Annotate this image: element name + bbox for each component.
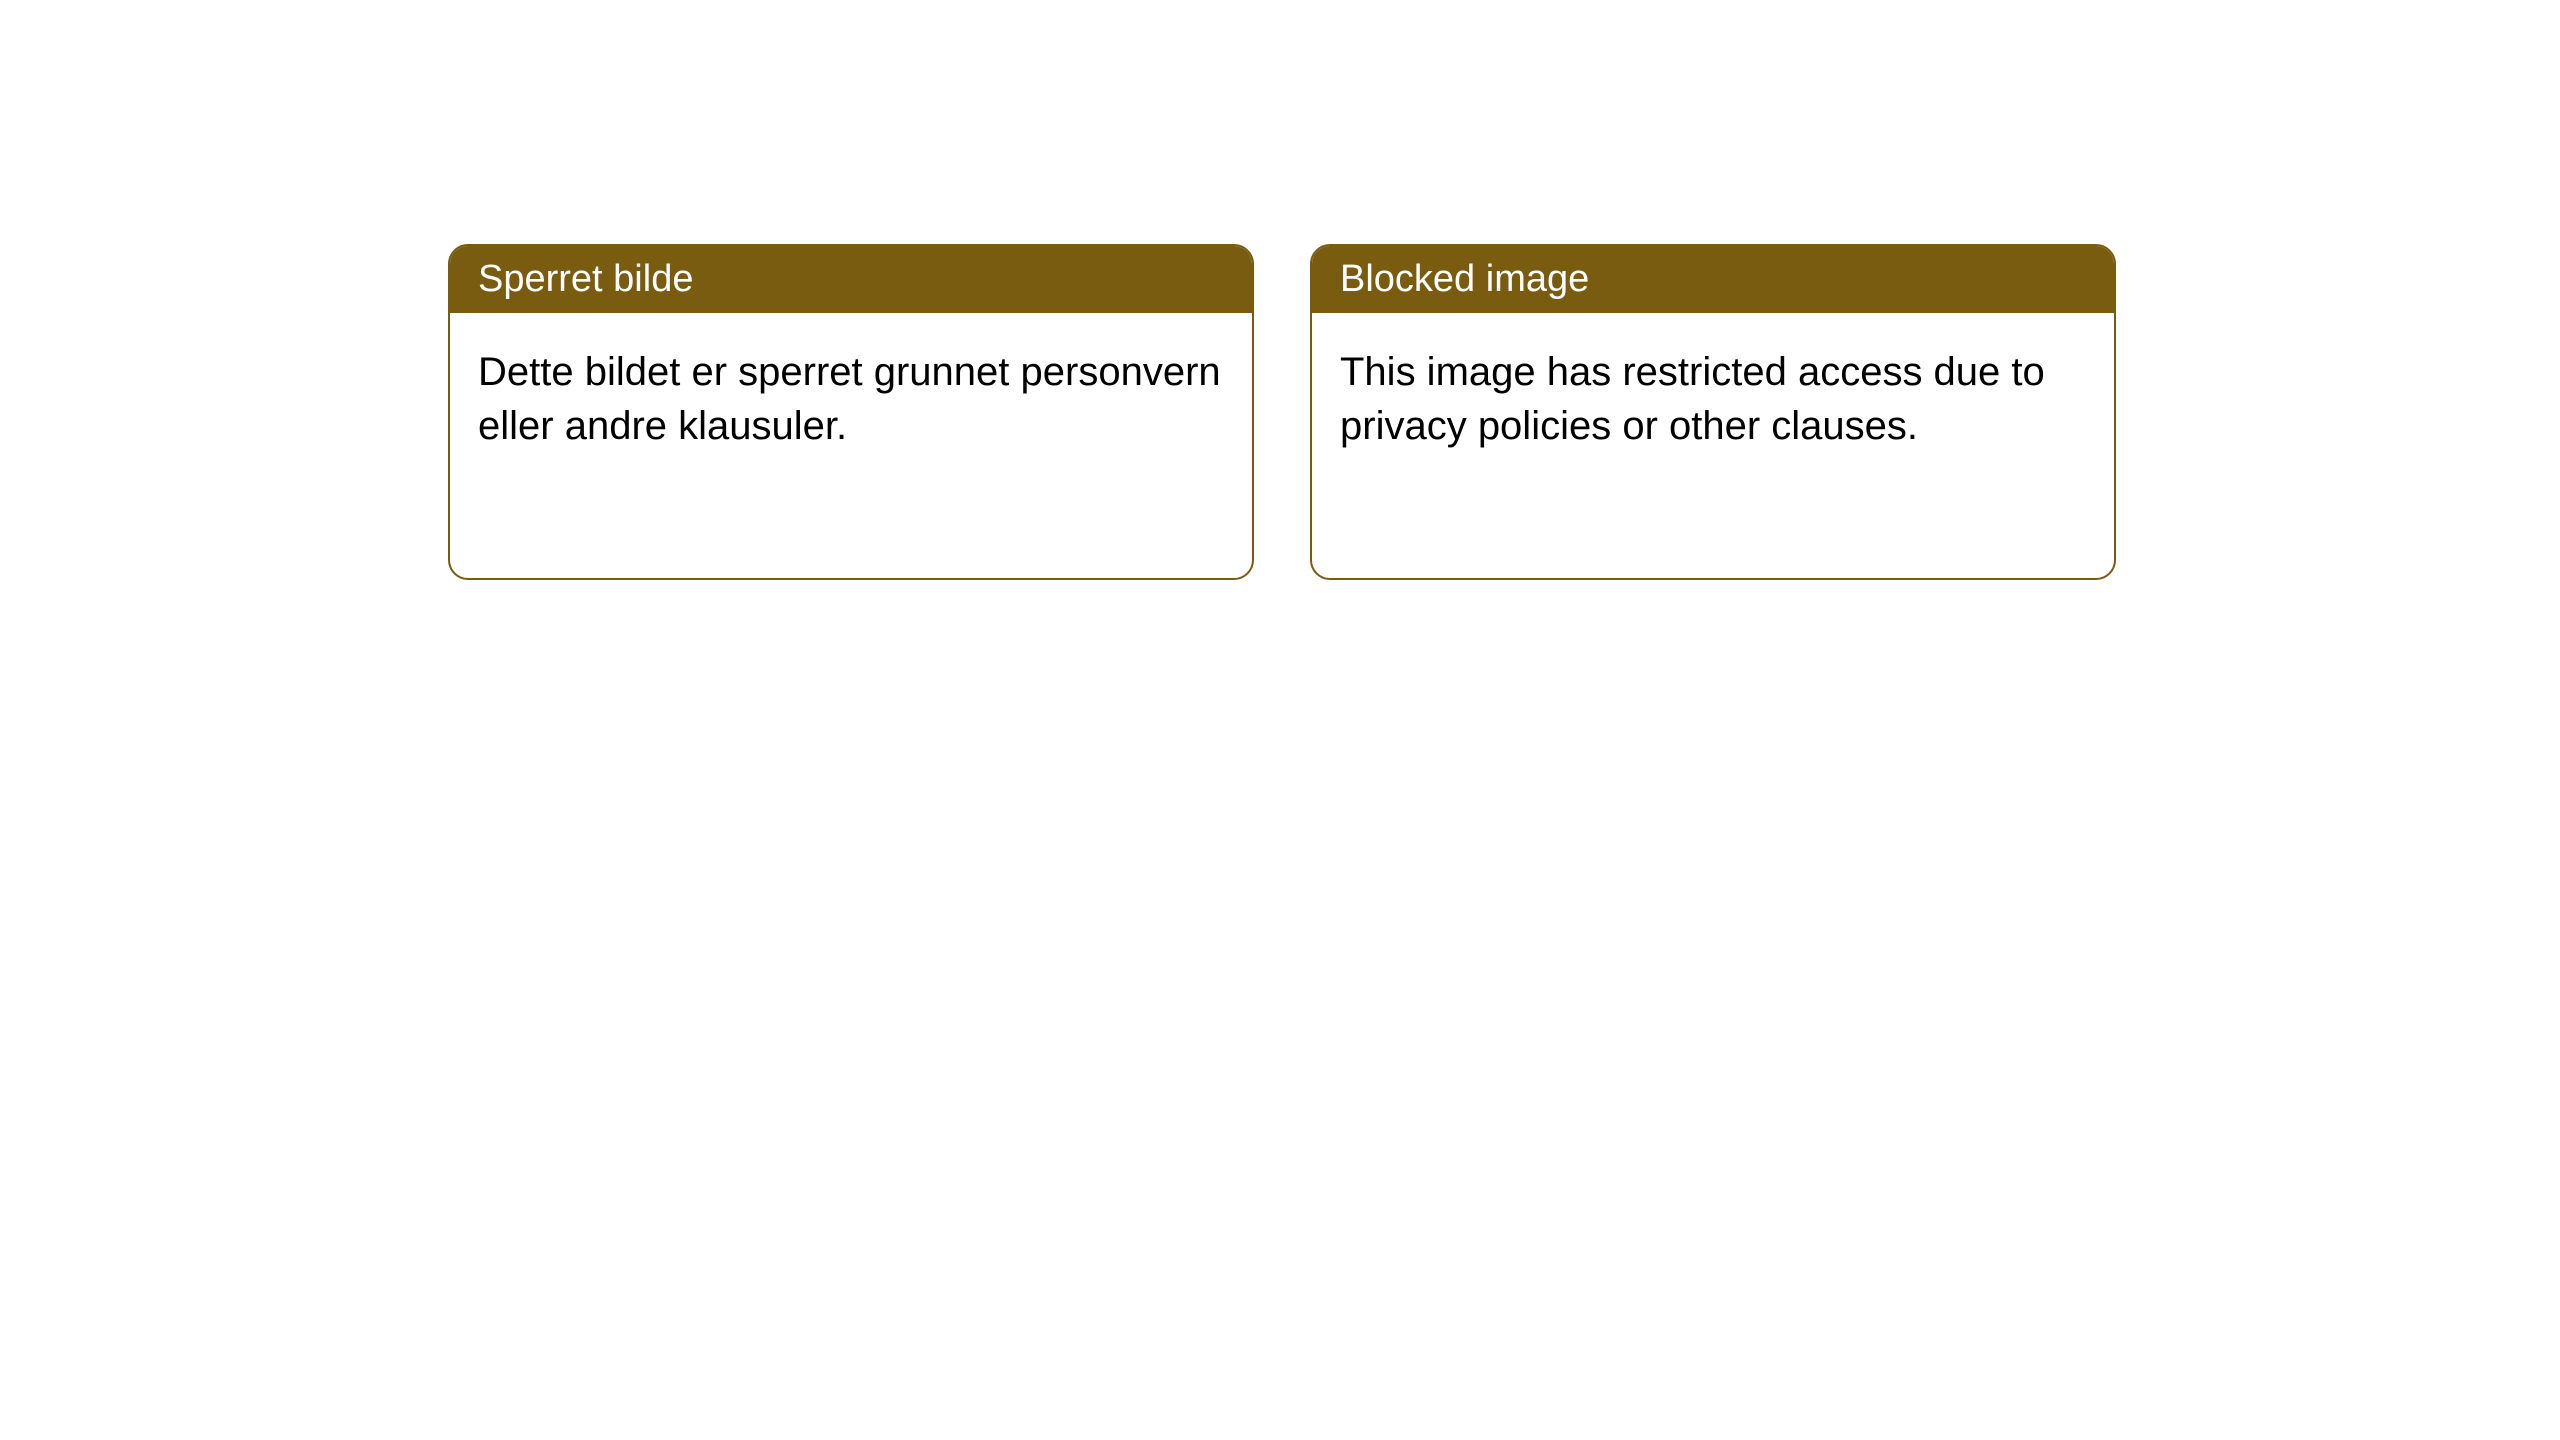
notice-text: This image has restricted access due to … [1340,350,2045,448]
notice-title: Blocked image [1340,258,1589,300]
notice-card-norwegian: Sperret bilde Dette bildet er sperret gr… [448,244,1254,580]
notice-container: Sperret bilde Dette bildet er sperret gr… [448,244,2116,580]
notice-title: Sperret bilde [478,258,693,300]
notice-body: This image has restricted access due to … [1312,313,2114,485]
notice-card-english: Blocked image This image has restricted … [1310,244,2116,580]
notice-body: Dette bildet er sperret grunnet personve… [450,313,1252,485]
notice-text: Dette bildet er sperret grunnet personve… [478,350,1221,448]
notice-header: Blocked image [1312,246,2114,313]
notice-header: Sperret bilde [450,246,1252,313]
